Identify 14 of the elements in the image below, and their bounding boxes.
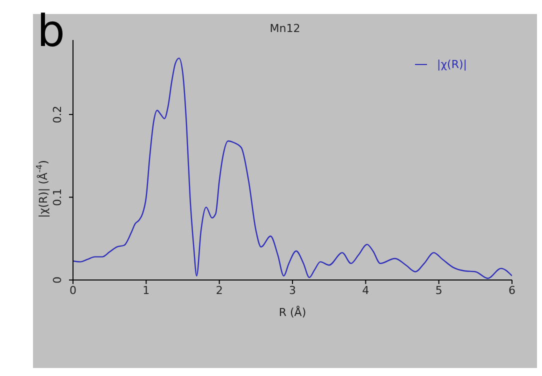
chart-title: Mn12 <box>270 22 300 35</box>
x-tick-label: 3 <box>289 284 296 297</box>
x-tick-label: 1 <box>142 284 150 297</box>
y-tick-label: 0.1 <box>51 188 64 206</box>
x-tick-label: 4 <box>362 284 370 297</box>
legend-label: |χ(R)| <box>437 58 467 71</box>
text: b <box>37 6 65 57</box>
x-tick-label: 2 <box>216 284 223 297</box>
x-axis-title: R (Å) <box>278 305 306 319</box>
x-tick-label: 0 <box>70 284 76 297</box>
y-tick-label: 0.2 <box>51 106 64 124</box>
y-tick-label: 0 <box>51 276 64 284</box>
x-tick-label: 6 <box>508 284 516 297</box>
x-tick-label: 5 <box>435 284 442 297</box>
